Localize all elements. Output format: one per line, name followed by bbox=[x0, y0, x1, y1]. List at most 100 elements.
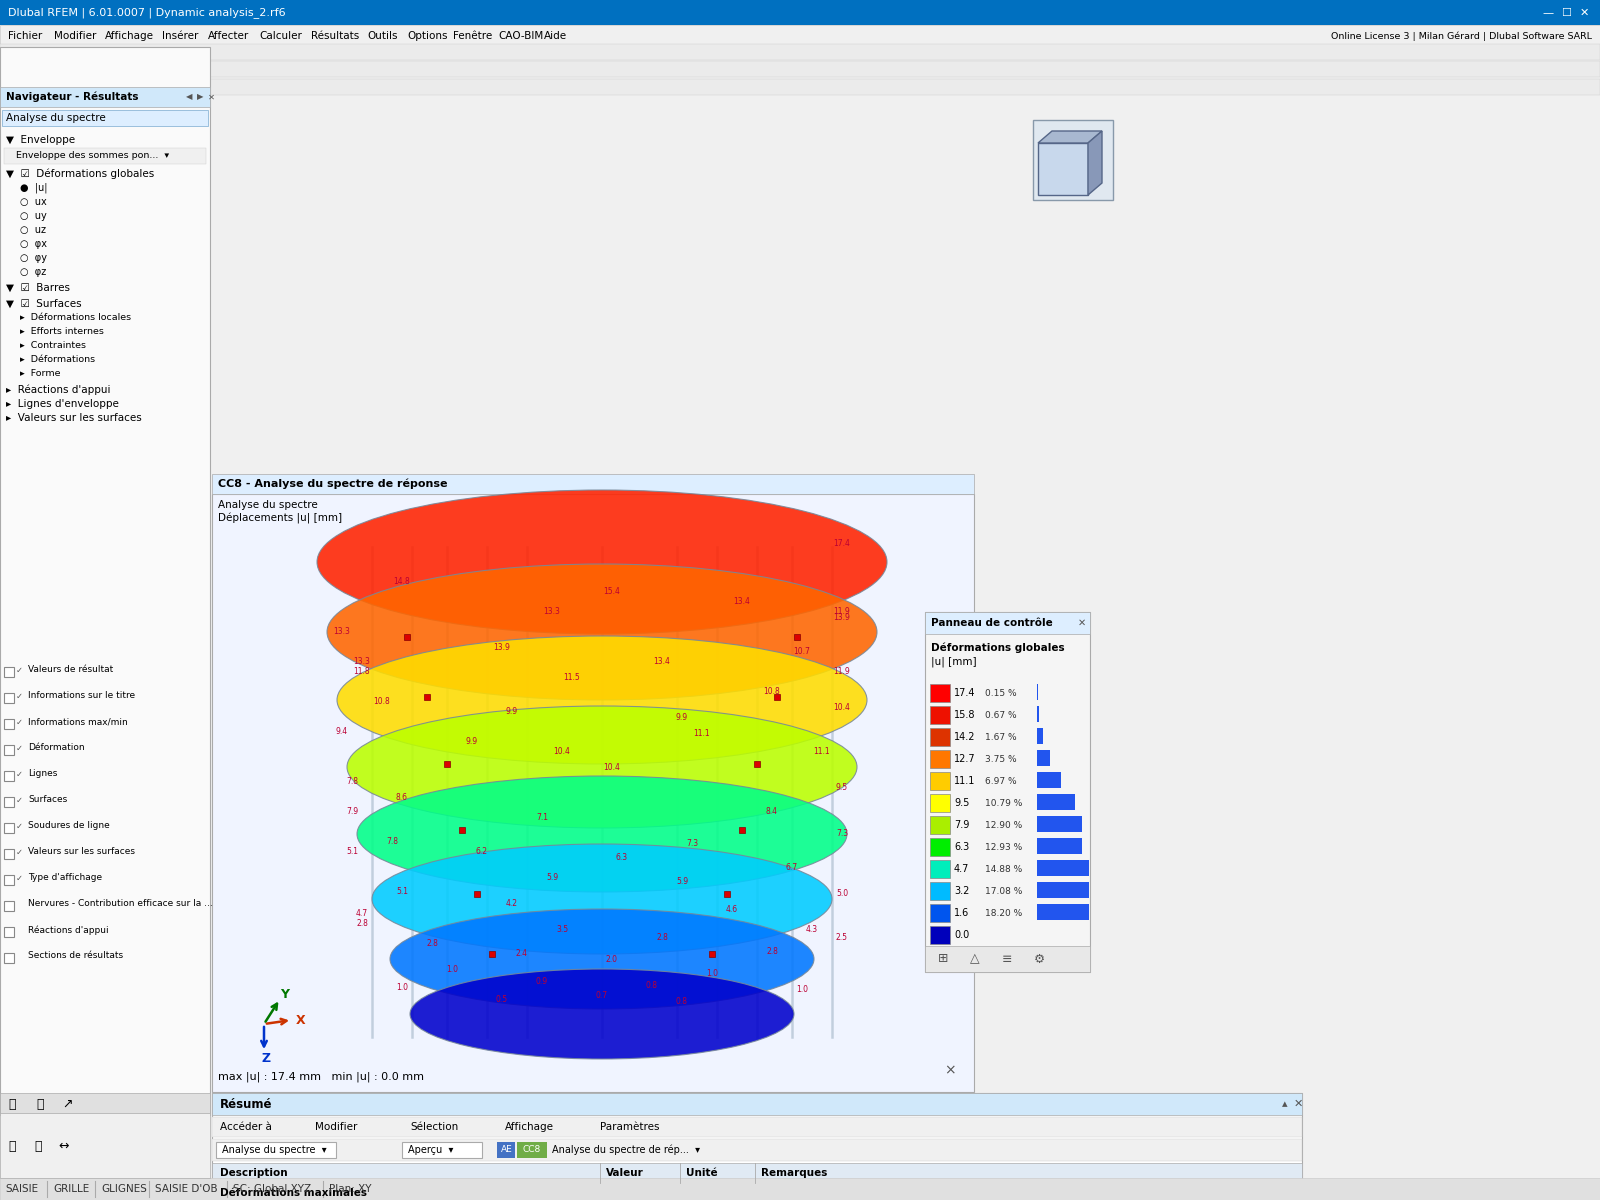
Bar bbox=[3, 745, 14, 755]
Text: 10.79 %: 10.79 % bbox=[986, 798, 1022, 808]
Text: Aide: Aide bbox=[544, 31, 568, 41]
Text: 11.8: 11.8 bbox=[354, 667, 370, 677]
Point bbox=[218, 1174, 237, 1188]
Text: 2.8: 2.8 bbox=[426, 940, 438, 948]
Text: Affichage: Affichage bbox=[106, 31, 154, 41]
Bar bbox=[0, 86, 210, 107]
Text: 2.8: 2.8 bbox=[357, 919, 368, 929]
Text: 2.5: 2.5 bbox=[835, 932, 848, 942]
Text: 13.3: 13.3 bbox=[544, 607, 560, 617]
Point bbox=[218, 1190, 237, 1200]
Text: 10.8: 10.8 bbox=[374, 697, 390, 707]
Bar bbox=[930, 794, 950, 812]
Point bbox=[362, 1030, 382, 1044]
Text: 10.4: 10.4 bbox=[603, 762, 621, 772]
Text: SC: Global XYZ: SC: Global XYZ bbox=[234, 1184, 310, 1194]
Text: ⊞: ⊞ bbox=[938, 953, 949, 966]
Bar bbox=[930, 684, 950, 702]
Bar bbox=[211, 474, 974, 494]
Text: 13.4: 13.4 bbox=[733, 598, 750, 606]
Text: ▼  ☑  Surfaces: ▼ ☑ Surfaces bbox=[6, 299, 82, 308]
Text: Analyse du spectre  ▾: Analyse du spectre ▾ bbox=[222, 1145, 326, 1154]
Text: △: △ bbox=[970, 953, 979, 966]
Text: 3.5: 3.5 bbox=[555, 925, 568, 935]
Point bbox=[822, 1030, 842, 1044]
Bar bbox=[930, 816, 950, 834]
Bar bbox=[1037, 904, 1090, 920]
Text: Déformation: Déformation bbox=[29, 744, 85, 752]
Text: 10.7: 10.7 bbox=[794, 648, 811, 656]
Text: ✕: ✕ bbox=[1579, 8, 1589, 18]
Text: 6.97 %: 6.97 % bbox=[986, 776, 1016, 786]
Text: 7.9: 7.9 bbox=[346, 808, 358, 816]
Text: AE: AE bbox=[501, 1146, 514, 1154]
Text: ◀: ◀ bbox=[186, 92, 192, 102]
Bar bbox=[1037, 706, 1040, 722]
Ellipse shape bbox=[347, 706, 858, 828]
Point bbox=[782, 540, 802, 554]
Bar bbox=[930, 860, 950, 878]
Point bbox=[670, 1195, 690, 1200]
Text: CC8: CC8 bbox=[523, 1146, 541, 1154]
Text: 🎥: 🎥 bbox=[37, 1098, 43, 1110]
Point bbox=[670, 1156, 690, 1170]
Text: Insérer: Insérer bbox=[162, 31, 198, 41]
Text: ▴: ▴ bbox=[1282, 1099, 1288, 1109]
Point bbox=[592, 540, 611, 554]
Text: 0.8: 0.8 bbox=[646, 982, 658, 990]
Text: Y: Y bbox=[280, 988, 290, 1001]
Text: ▶: ▶ bbox=[197, 92, 203, 102]
Bar bbox=[459, 827, 466, 833]
Text: 4.3: 4.3 bbox=[806, 925, 818, 935]
Text: 7.8: 7.8 bbox=[386, 838, 398, 846]
Text: ×: × bbox=[944, 1063, 955, 1078]
Text: 7.1: 7.1 bbox=[536, 812, 547, 822]
Text: 11.9: 11.9 bbox=[834, 667, 850, 677]
Text: 12.93 %: 12.93 % bbox=[986, 842, 1022, 852]
Text: 8.6: 8.6 bbox=[397, 792, 408, 802]
Text: 14.2: 14.2 bbox=[954, 732, 976, 742]
Text: 👁: 👁 bbox=[8, 1098, 16, 1110]
Bar bbox=[709, 950, 715, 958]
Text: Plan: XY: Plan: XY bbox=[330, 1184, 371, 1194]
Text: 0.67 %: 0.67 % bbox=[986, 710, 1016, 720]
Bar bbox=[1037, 882, 1090, 898]
Bar bbox=[3, 148, 206, 164]
Point bbox=[85, 1174, 104, 1188]
Bar bbox=[424, 694, 430, 700]
Text: Affecter: Affecter bbox=[208, 31, 250, 41]
Text: 0.9: 0.9 bbox=[536, 978, 549, 986]
Point bbox=[517, 1030, 536, 1044]
Text: 13.3: 13.3 bbox=[354, 658, 371, 666]
Point bbox=[403, 540, 422, 554]
Bar bbox=[930, 838, 950, 856]
Point bbox=[139, 1190, 158, 1200]
Text: Navigateur - Résultats: Navigateur - Résultats bbox=[6, 91, 139, 102]
Point bbox=[314, 1174, 333, 1188]
Text: 13.9: 13.9 bbox=[493, 642, 510, 652]
Text: 0.8: 0.8 bbox=[675, 997, 688, 1007]
Text: Paramètres: Paramètres bbox=[600, 1122, 659, 1132]
Text: ✓: ✓ bbox=[16, 796, 22, 804]
Bar bbox=[754, 761, 760, 767]
Text: Fichier: Fichier bbox=[8, 31, 42, 41]
Text: 14.88 %: 14.88 % bbox=[986, 864, 1022, 874]
Point bbox=[707, 540, 726, 554]
Text: 5.9: 5.9 bbox=[675, 877, 688, 887]
Point bbox=[590, 1176, 610, 1190]
Text: 11.1: 11.1 bbox=[814, 748, 830, 756]
Bar bbox=[1037, 750, 1050, 766]
Bar bbox=[0, 25, 1600, 47]
Bar bbox=[1034, 120, 1114, 200]
Text: 6.7: 6.7 bbox=[786, 863, 798, 871]
Bar bbox=[211, 1117, 1302, 1138]
Bar bbox=[3, 770, 14, 781]
Point bbox=[437, 1030, 456, 1044]
Text: Déformations globales: Déformations globales bbox=[931, 643, 1064, 653]
Text: 9.4: 9.4 bbox=[336, 727, 349, 737]
Text: ▸  Déformations locales: ▸ Déformations locales bbox=[19, 313, 131, 323]
Text: 17.4: 17.4 bbox=[834, 540, 851, 548]
Text: ⚙: ⚙ bbox=[1034, 953, 1045, 966]
Bar bbox=[211, 1139, 1302, 1162]
Text: Déformations maximales: Déformations maximales bbox=[221, 1188, 366, 1198]
